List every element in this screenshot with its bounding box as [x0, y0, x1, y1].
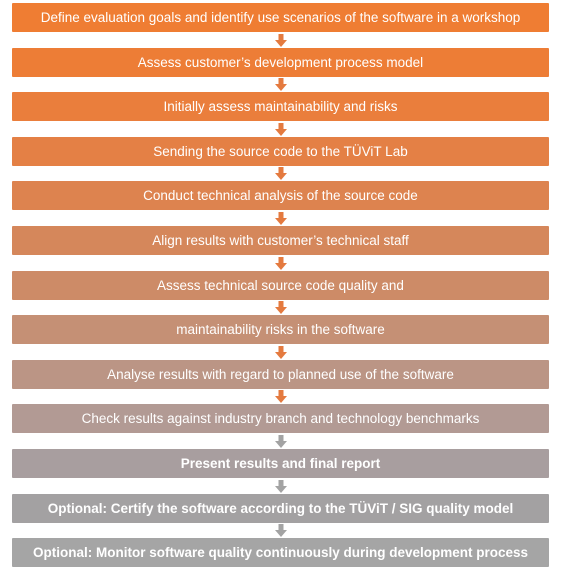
- process-step-10: Check results against industry branch an…: [12, 404, 549, 433]
- down-arrow-icon: [275, 78, 287, 91]
- process-step-1: Define evaluation goals and identify use…: [12, 3, 549, 32]
- down-arrow-icon: [275, 524, 287, 537]
- down-arrow-icon: [275, 256, 287, 270]
- process-step-3: Initially assess maintainability and ris…: [12, 92, 549, 121]
- process-step-13: Optional: Monitor software quality conti…: [12, 538, 549, 567]
- down-arrow-icon: [275, 122, 287, 136]
- process-step-2: Assess customer’s development process mo…: [12, 48, 549, 77]
- down-arrow-icon: [275, 211, 287, 225]
- process-step-12: Optional: Certify the software according…: [12, 494, 549, 523]
- process-step-9: Analyse results with regard to planned u…: [12, 360, 549, 389]
- down-arrow-icon: [275, 167, 287, 180]
- process-step-6: Align results with customer’s technical …: [12, 226, 549, 255]
- down-arrow-icon: [275, 434, 287, 448]
- down-arrow-icon: [275, 301, 287, 314]
- down-arrow-icon: [275, 33, 287, 47]
- down-arrow-icon: [275, 390, 287, 403]
- process-step-5: Conduct technical analysis of the source…: [12, 181, 549, 210]
- process-step-4: Sending the source code to the TÜViT Lab: [12, 137, 549, 166]
- down-arrow-icon: [275, 345, 287, 359]
- down-arrow-icon: [275, 479, 287, 493]
- process-step-7: Assess technical source code quality and: [12, 271, 549, 300]
- process-step-11: Present results and final report: [12, 449, 549, 478]
- process-step-8: maintainability risks in the software: [12, 315, 549, 344]
